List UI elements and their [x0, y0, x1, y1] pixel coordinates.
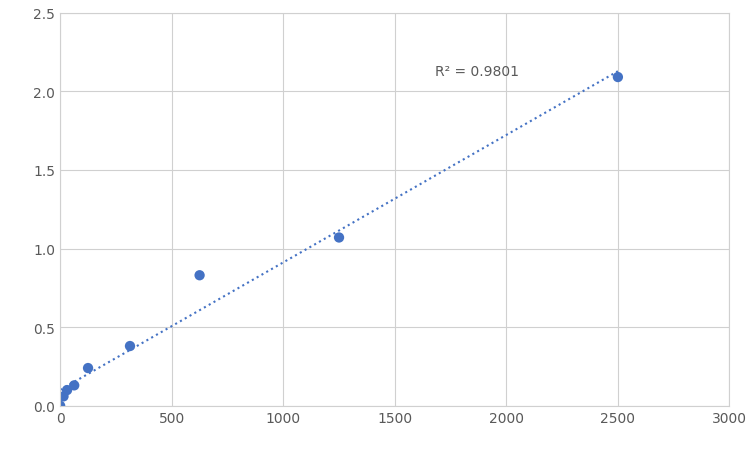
Point [193, 272, 205, 279]
Point [82, 364, 94, 372]
Point [333, 235, 345, 242]
Point [54, 402, 66, 410]
Text: R² = 0.9801: R² = 0.9801 [435, 64, 519, 78]
Point [612, 74, 624, 82]
Point [61, 387, 73, 394]
Point [57, 393, 69, 400]
Point [68, 382, 80, 389]
Point [124, 343, 136, 350]
